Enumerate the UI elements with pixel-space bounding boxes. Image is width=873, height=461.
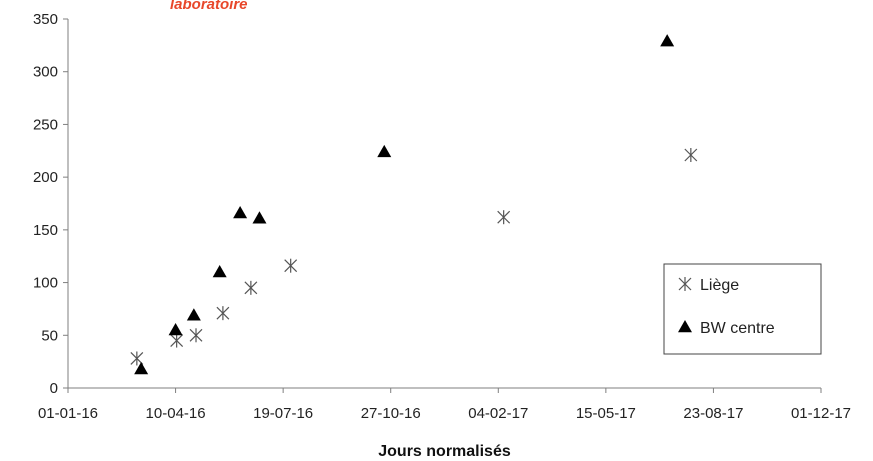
legend-label: BW centre bbox=[700, 320, 775, 337]
liege-point bbox=[684, 148, 698, 163]
bw-centre-point bbox=[134, 362, 149, 375]
bw-centre-point bbox=[660, 34, 675, 47]
bw-centre-point bbox=[186, 308, 201, 321]
y-tick-label: 350 bbox=[33, 11, 58, 28]
liege-point bbox=[216, 306, 230, 321]
x-tick-label: 01-12-17 bbox=[791, 405, 851, 422]
y-tick-label: 250 bbox=[33, 116, 58, 133]
bw-centre-point bbox=[377, 144, 392, 158]
legend-triangle-marker bbox=[678, 320, 692, 333]
y-tick-label: 0 bbox=[50, 380, 58, 397]
y-tick-label: 50 bbox=[41, 327, 58, 344]
x-tick-label: 19-07-16 bbox=[253, 405, 313, 422]
liege-point bbox=[170, 333, 184, 348]
data-points bbox=[130, 34, 698, 375]
x-tick-label: 01-01-16 bbox=[38, 405, 98, 422]
bw-centre-point bbox=[212, 265, 227, 278]
x-tick-label: 27-10-16 bbox=[361, 405, 421, 422]
bw-centre-point bbox=[233, 205, 248, 219]
x-tick-label: 10-04-16 bbox=[146, 405, 206, 422]
liege-point bbox=[497, 210, 511, 225]
bw-centre-point bbox=[252, 211, 267, 224]
legend-asterisk-marker bbox=[678, 277, 692, 291]
y-axis: 0 50 100 150 200 250 300 350 bbox=[33, 11, 69, 397]
liege-point bbox=[189, 328, 203, 343]
y-tick-label: 100 bbox=[33, 275, 58, 292]
x-tick-label: 15-05-17 bbox=[576, 405, 636, 422]
x-axis-title: Jours normalisés bbox=[378, 443, 511, 460]
partial-title: laboratoire bbox=[170, 0, 248, 13]
legend-label: Liège bbox=[700, 277, 739, 294]
x-tick-label: 23-08-17 bbox=[683, 405, 743, 422]
liege-point bbox=[284, 258, 298, 273]
y-tick-label: 150 bbox=[33, 222, 58, 239]
x-tick-label: 04-02-17 bbox=[468, 405, 528, 422]
y-tick-label: 200 bbox=[33, 169, 58, 186]
legend-box bbox=[663, 263, 822, 355]
y-tick-label: 300 bbox=[33, 64, 58, 81]
x-axis: 01-01-16 10-04-16 19-07-16 27-10-16 04-02-17… bbox=[38, 387, 851, 422]
legend: Liège BW centre bbox=[663, 263, 822, 355]
liege-point bbox=[130, 351, 144, 366]
bw-centre-point bbox=[168, 323, 183, 336]
liege-point bbox=[244, 280, 258, 295]
